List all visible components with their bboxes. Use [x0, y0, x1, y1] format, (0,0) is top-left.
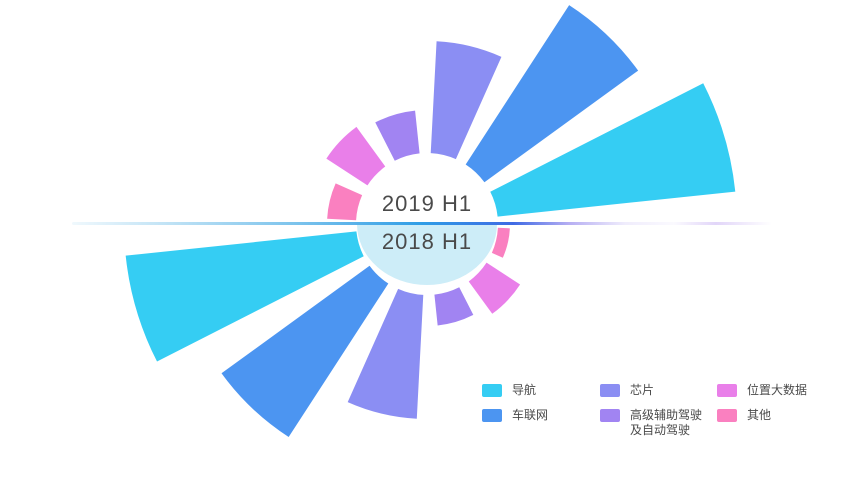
legend-column-2: 芯片 高级辅助驾驶 及自动驾驶	[600, 383, 717, 448]
legend-label-adas: 高级辅助驾驶 及自动驾驶	[630, 408, 703, 437]
wedge-2018-H1-adas-autonomous-driving[interactable]	[434, 287, 474, 326]
legend-label-telematics: 车联网	[512, 408, 549, 422]
legend-column-1: 导航 车联网	[482, 383, 600, 433]
legend-swatch-navigation	[482, 384, 502, 397]
legend-item-navigation[interactable]: 导航	[482, 383, 600, 398]
legend-label-navigation: 导航	[512, 383, 537, 397]
legend-label-location-big-data: 位置大数据	[747, 383, 808, 397]
wedge-2018-H1-navigation[interactable]	[125, 231, 364, 362]
legend-swatch-adas	[600, 409, 620, 422]
legend-item-adas-autonomous-driving[interactable]: 高级辅助驾驶 及自动驾驶	[600, 408, 717, 438]
legend: 导航 车联网 芯片 高级辅助驾驶 及自动驾驶 位置大数据	[482, 383, 837, 448]
legend-column-3: 位置大数据 其他	[717, 383, 837, 433]
legend-swatch-telematics	[482, 409, 502, 422]
legend-label-chip: 芯片	[630, 383, 655, 397]
top-half-title: 2019 H1	[381, 191, 473, 216]
legend-item-chip[interactable]: 芯片	[600, 383, 717, 398]
wedge-2019-H1-adas-autonomous-driving[interactable]	[375, 110, 420, 161]
center-disc-top	[357, 163, 497, 224]
wedge-2018-H1-location-big-data[interactable]	[468, 262, 521, 314]
axis-divider-line	[72, 222, 772, 225]
wedge-2018-H1-chip[interactable]	[347, 288, 424, 419]
wedge-2018-H1-telematics[interactable]	[221, 265, 389, 438]
wedge-2019-H1-other[interactable]	[327, 183, 363, 221]
bottom-half-title: 2018 H1	[381, 229, 473, 254]
wedge-2019-H1-chip[interactable]	[430, 41, 502, 160]
legend-swatch-location-big-data	[717, 384, 737, 397]
wedge-group	[125, 5, 736, 438]
wedge-2019-H1-navigation[interactable]	[490, 83, 736, 217]
legend-swatch-chip	[600, 384, 620, 397]
wedge-2019-H1-location-big-data[interactable]	[326, 126, 386, 186]
legend-item-location-big-data[interactable]: 位置大数据	[717, 383, 837, 398]
center-disc-bottom	[357, 224, 497, 285]
legend-label-other: 其他	[747, 408, 772, 422]
legend-swatch-other	[717, 409, 737, 422]
wedge-2018-H1-other[interactable]	[491, 227, 510, 258]
wedge-2019-H1-telematics[interactable]	[465, 5, 639, 183]
legend-item-other[interactable]: 其他	[717, 408, 837, 423]
legend-item-telematics[interactable]: 车联网	[482, 408, 600, 423]
